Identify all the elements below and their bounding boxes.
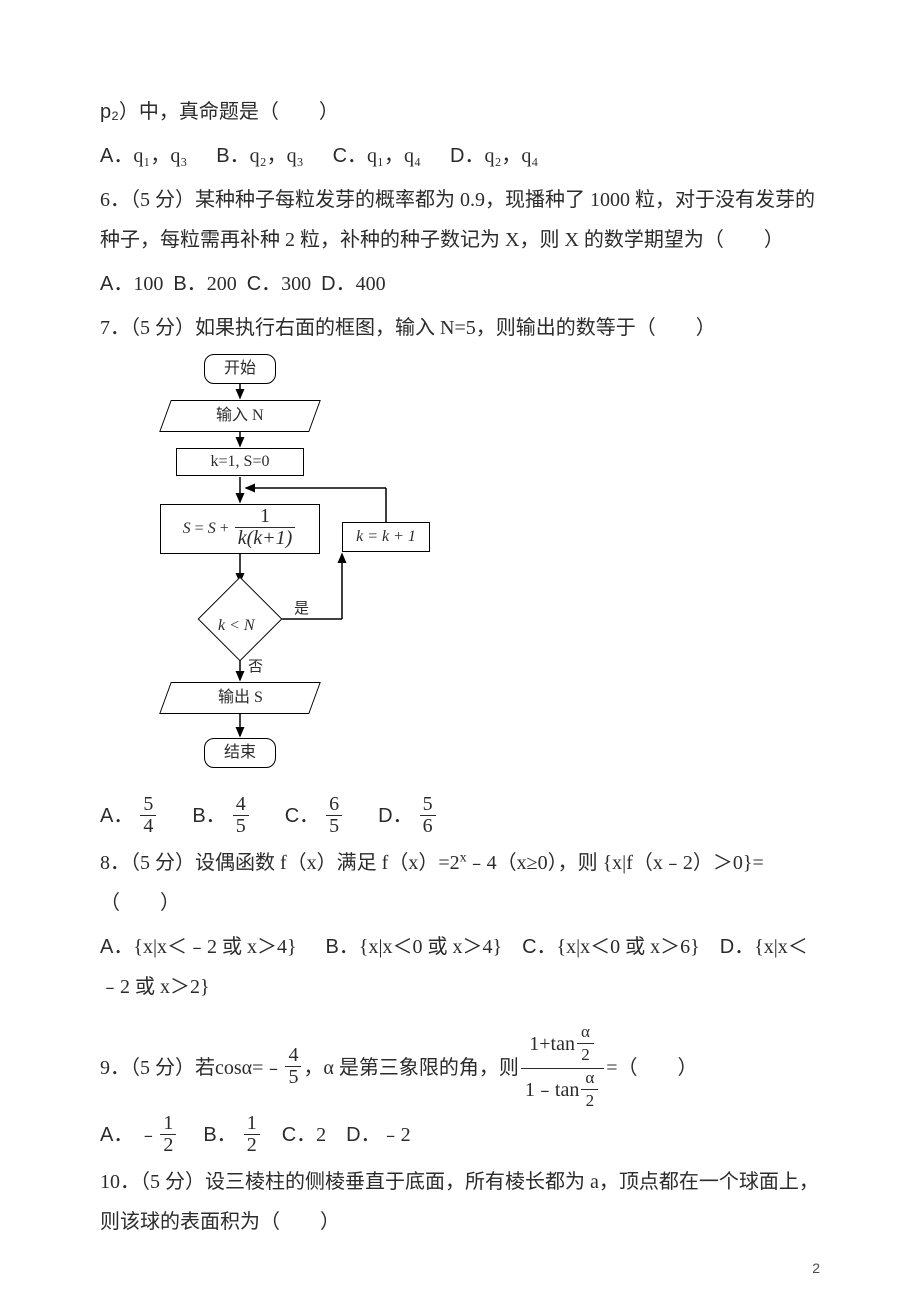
q8-options-1: A．{x|x＜﹣2 或 x＞4} B．{x|x＜0 或 x＞4} C．{x|x＜…: [100, 927, 820, 1007]
opt-d-label: D．: [378, 805, 412, 827]
flowchart: 开始 输入 N k=1, S=0 S = S + 1 k(k+1): [100, 354, 460, 784]
opt-a-label: A．: [100, 936, 133, 958]
q5-opt-d: q₂，q₄: [484, 145, 538, 167]
flow-end: 结束: [204, 738, 276, 768]
opt-b-label: B．: [203, 1124, 236, 1146]
q10-stem: 10．（5 分）设三棱柱的侧棱垂直于底面，所有棱长都为 a，顶点都在一个球面上，…: [100, 1162, 820, 1242]
opt-c-label: C．: [522, 936, 556, 958]
opt-b-label: B．: [192, 805, 225, 827]
flow-no: 否: [248, 652, 263, 682]
flow-cond: k < N: [218, 610, 255, 642]
flow-update-num: 1: [235, 506, 296, 527]
q9-options: A． ﹣12 B． 12 C．2 D．﹣2: [100, 1115, 820, 1158]
q7-options: A． 54 B． 45 C． 65 D． 56: [100, 796, 820, 839]
q6-opt-b: 200: [207, 273, 237, 295]
q7-stem: 7．（5 分）如果执行右面的框图，输入 N=5，则输出的数等于（ ）: [100, 308, 820, 348]
q9-tail: =（ ）: [606, 1048, 697, 1088]
opt-b-label: B．: [216, 145, 249, 167]
opt-a-label: A．: [100, 805, 133, 827]
q9-opt-b: 12: [244, 1113, 260, 1156]
q5-options: A．q₁，q₃ B．q₂，q₃ C．q₁，q₄ D．q₂，q₄: [100, 136, 820, 176]
q7-opt-c: 65: [326, 794, 342, 837]
opt-b-label: B．: [173, 273, 206, 295]
flow-inc: k = k + 1: [342, 522, 430, 552]
flow-start-label: 开始: [224, 353, 256, 385]
q9-a: 9．（5 分）若: [100, 1048, 215, 1088]
q5-opt-c: q₁，q₄: [367, 145, 421, 167]
flow-update-den: k(k+1): [238, 527, 293, 549]
page-number: 2: [812, 1254, 820, 1282]
opt-a-label: A．: [100, 273, 133, 295]
flow-output: 输出 S: [159, 682, 321, 714]
q9-bigfrac: 1+tanα2 1﹣tanα2: [521, 1025, 604, 1111]
q5-opt-a: q₁，q₃: [133, 145, 187, 167]
flow-update-s1: S: [183, 520, 191, 537]
opt-d-label: D．: [321, 273, 355, 295]
q8-opt-a: {x|x＜﹣2 或 x＞4}: [133, 936, 296, 958]
opt-c-label: C．: [285, 805, 319, 827]
page: p₂）中，真命题是（ ） A．q₁，q₃ B．q₂，q₃ C．q₁，q₄ D．q…: [0, 0, 920, 1306]
flow-yes: 是: [294, 594, 309, 624]
opt-c-label: C．: [282, 1124, 316, 1146]
opt-a-label: A．: [100, 1124, 133, 1146]
q9-b: ，α 是第三象限的角，则: [303, 1048, 518, 1088]
q9-frac: 45: [285, 1045, 301, 1088]
flow-inc-label: k = k + 1: [356, 521, 416, 553]
q9-neg: ﹣: [263, 1048, 283, 1088]
flow-input-label: 输入 N: [216, 407, 264, 424]
q8-opt-c: {x|x＜0 或 x＞6}: [557, 936, 700, 958]
opt-d-label: D．: [346, 1124, 380, 1146]
q9-eq: =: [252, 1048, 263, 1088]
flow-end-label: 结束: [224, 737, 256, 769]
q6-options: A．100 B．200 C．300 D．400: [100, 264, 820, 304]
q8-stem: 8．（5 分）设偶函数 f（x）满足 f（x）=2x﹣4（x≥0），则 {x|f…: [100, 843, 820, 923]
q6-stem: 6．（5 分）某种种子每粒发芽的概率都为 0.9，现播种了 1000 粒，对于没…: [100, 180, 820, 260]
q9-cos: cos: [215, 1048, 242, 1088]
q5-tail: p₂）中，真命题是（ ）: [100, 101, 339, 123]
q9-a-pre: ﹣: [138, 1124, 158, 1146]
q9-alpha: α: [242, 1048, 252, 1088]
opt-b-label: B．: [326, 936, 359, 958]
q5-tail-line: p₂）中，真命题是（ ）: [100, 92, 820, 132]
flow-output-label: 输出 S: [218, 682, 263, 714]
q9-opt-d: ﹣2: [381, 1124, 411, 1146]
opt-c-label: C．: [247, 273, 281, 295]
q7-opt-b: 45: [233, 794, 249, 837]
q7-opt-a: 54: [140, 794, 156, 837]
opt-a-label: A．: [100, 145, 133, 167]
flow-update-s2: S: [208, 520, 216, 537]
flow-start: 开始: [204, 354, 276, 384]
q6-opt-c: 300: [281, 273, 311, 295]
opt-c-label: C．: [333, 145, 367, 167]
q7-opt-d: 56: [420, 794, 436, 837]
q6-opt-a: 100: [133, 273, 163, 295]
q6-opt-d: 400: [356, 273, 386, 295]
opt-d-label: D．: [450, 145, 484, 167]
flow-init-label: k=1, S=0: [211, 446, 270, 478]
flow-input: 输入 N: [159, 400, 321, 432]
q9-opt-a: 12: [160, 1113, 176, 1156]
q5-opt-b: q₂，q₃: [250, 145, 304, 167]
flow-update: S = S + 1 k(k+1): [160, 504, 320, 554]
q9-stem: 9．（5 分）若 cos α = ﹣ 45 ，α 是第三象限的角，则 1+tan…: [100, 1025, 820, 1111]
flow-init: k=1, S=0: [176, 448, 304, 476]
opt-d-label: D．: [720, 936, 754, 958]
q8-exp: x: [460, 850, 467, 865]
q8-opt-b: {x|x＜0 或 x＞4}: [359, 936, 502, 958]
q8-stem-a: 8．（5 分）设偶函数 f（x）满足 f（x）=2: [100, 852, 460, 874]
q9-opt-c: 2: [316, 1124, 326, 1146]
